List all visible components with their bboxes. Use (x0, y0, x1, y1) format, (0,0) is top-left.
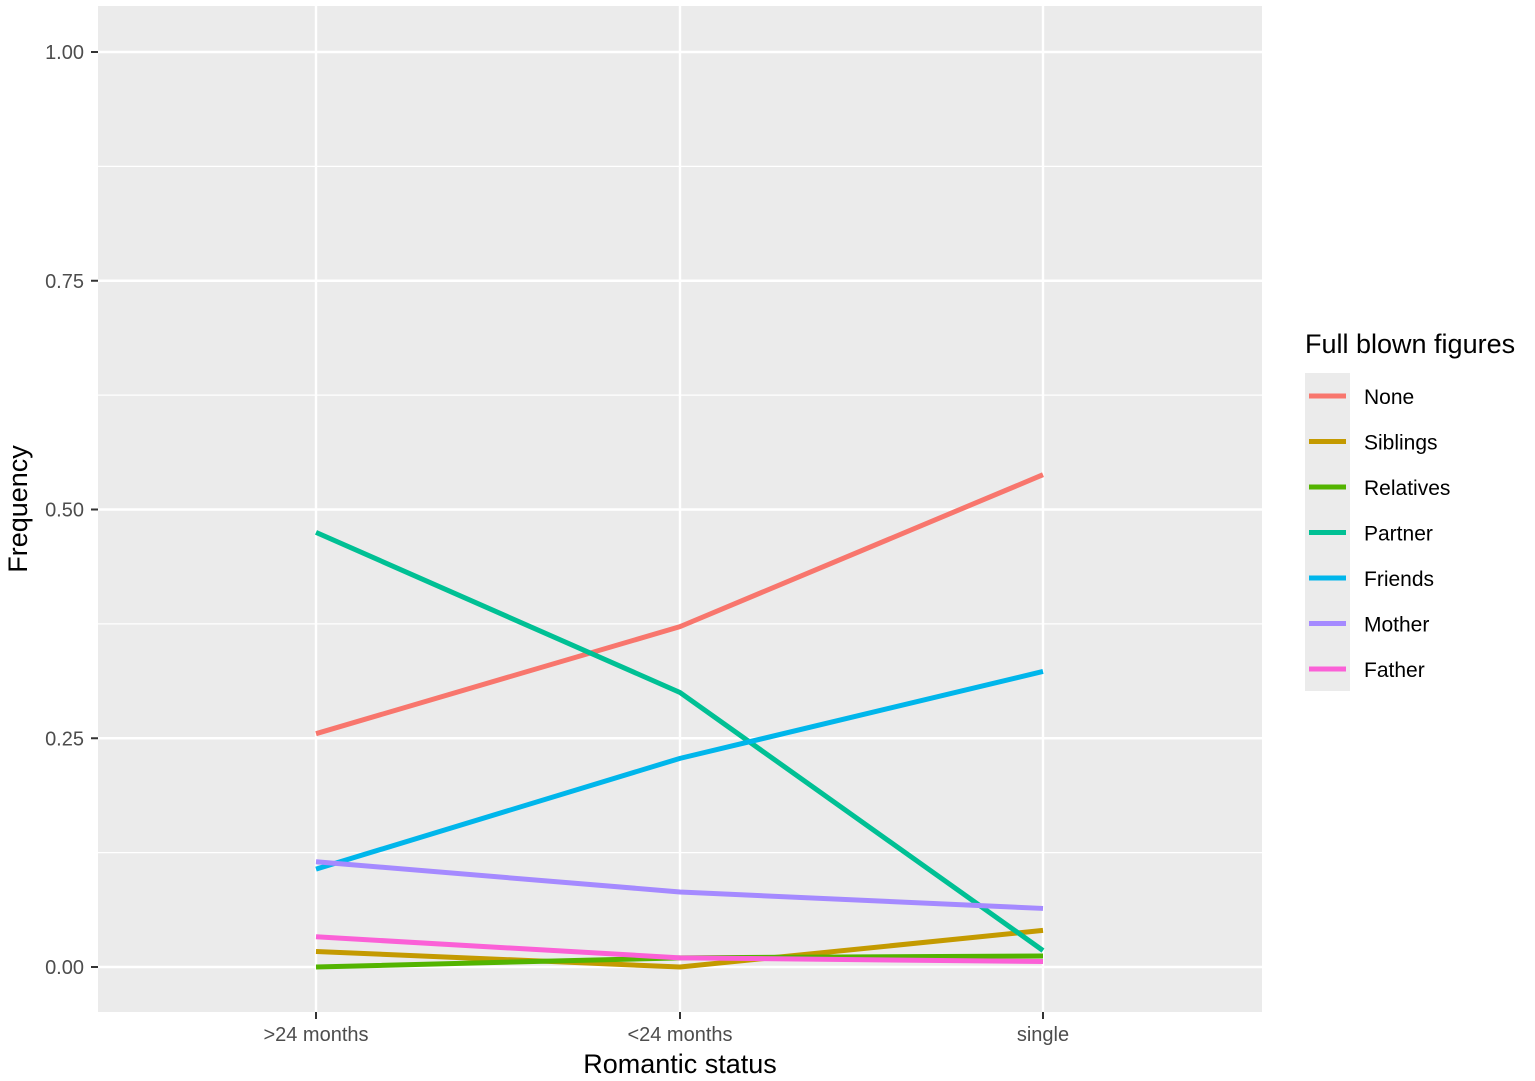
x-tick-label: <24 months (627, 1024, 732, 1046)
y-tick-label: 0.25 (45, 728, 84, 750)
legend-label-father: Father (1364, 659, 1425, 682)
x-axis: >24 months <24 months single (263, 1012, 1069, 1046)
series-line-friends (315, 669, 1044, 872)
legend-label-partner: Partner (1364, 523, 1433, 546)
x-tick-label: single (1017, 1024, 1069, 1046)
grid-major (98, 6, 1262, 1012)
y-tick-label: 0.00 (45, 957, 84, 979)
legend-label-none: None (1364, 386, 1414, 409)
legend-title: Full blown figures (1305, 329, 1515, 359)
series-line-none (315, 472, 1044, 737)
y-tick-label: 0.50 (45, 500, 84, 522)
legend-label-relatives: Relatives (1364, 477, 1450, 500)
legend-label-siblings: Siblings (1364, 432, 1438, 455)
y-tick-label: 0.75 (45, 271, 84, 293)
legend: Full blown figures None Siblings Relatives… (1305, 329, 1515, 691)
x-tick-label: >24 months (263, 1024, 368, 1046)
series-line-siblings (315, 927, 1044, 970)
series-line-partner (314, 530, 1045, 953)
series-line-father (315, 934, 1044, 965)
series-line-mother (315, 859, 1044, 911)
y-axis: 0.00 0.25 0.50 0.75 1.00 (45, 42, 98, 979)
legend-label-friends: Friends (1364, 568, 1434, 591)
y-axis-title: Frequency (3, 445, 33, 573)
x-axis-title: Romantic status (583, 1049, 777, 1079)
series-lines (314, 472, 1045, 970)
legend-label-mother: Mother (1364, 614, 1429, 637)
y-tick-label: 1.00 (45, 42, 84, 64)
